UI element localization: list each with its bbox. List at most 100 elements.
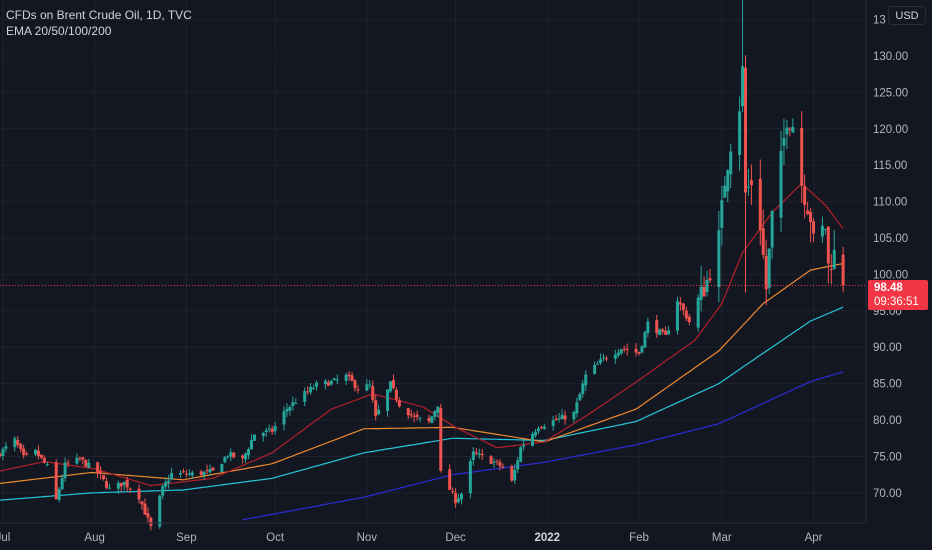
candle-body [63,462,67,479]
candle-body [312,387,316,389]
candle-body [13,438,17,448]
candle-body [578,394,582,401]
candle-body [96,462,100,473]
candle-body [430,416,434,423]
candle-body [427,417,431,422]
x-tick-label: Apr [805,532,823,544]
candle-body [599,359,603,364]
candle-body [696,297,700,328]
candle-body [315,382,319,387]
candle-body [406,408,410,416]
time-axis[interactable]: Jul Aug Sep Oct Nov Dec 2022 Feb Mar Apr [0,532,823,544]
candle-body [575,402,579,414]
candle-body [809,211,813,223]
candle-body [140,501,144,505]
candle-body [291,402,295,406]
chart-legend: CFDs on Brent Crude Oil, 1D, TVC EMA 20/… [6,7,192,39]
candle-body [232,452,236,458]
candle-body [211,467,215,471]
x-tick-label: Mar [712,532,732,544]
candle-body [261,433,265,437]
candle-body [539,427,543,429]
candle-body [572,412,576,420]
candle-body [779,150,783,218]
currency-button[interactable]: USD [888,6,926,25]
candle-body [374,400,378,416]
candle-body [247,449,250,456]
candle-body [460,493,463,500]
symbol-title[interactable]: CFDs on Brent Crude Oil, 1D, TVC [6,8,192,22]
candle-body [199,471,203,475]
candle-body [149,517,153,527]
candlestick-series [0,0,845,531]
candle-body [471,451,475,460]
candle-body [45,463,49,465]
x-tick-label: Nov [357,532,378,544]
candle-body [223,457,227,463]
candle-body [288,406,292,411]
candle-body [205,470,209,472]
candle-body [371,386,375,400]
candle-body [637,351,641,354]
candle-body [42,457,46,463]
candle-body [190,472,194,476]
candle-body [264,430,268,432]
candle-body [468,461,472,494]
candle-body [39,454,43,458]
candle-body [119,482,123,487]
candle-body [412,415,416,417]
candle-body [22,448,26,456]
y-tick-label: 105.00 [873,233,908,245]
x-tick-label: Oct [266,532,285,544]
y-tick-label: 85.00 [873,379,902,391]
candle-body [75,457,79,464]
candle-body [729,151,733,175]
candle-body [454,492,458,504]
candle-body [474,452,478,454]
candle-body [270,428,274,432]
candle-body [531,433,534,446]
x-tick-label: Dec [445,532,466,544]
bar-countdown: 09:36:51 [874,296,919,308]
candle-body [128,488,132,490]
y-tick-label: 130.00 [873,51,908,63]
x-tick-label: 2022 [534,532,560,544]
candle-body [347,374,351,377]
candle-body [226,456,230,458]
candle-body [785,127,789,135]
candle-body [480,453,484,456]
chart-grid [0,0,866,523]
candle-body [1,448,5,456]
candle-body [252,434,256,441]
candle-body [137,488,141,500]
candle-body [717,230,721,288]
candle-body [767,248,771,288]
candle-body [143,503,147,515]
candle-body [542,426,546,429]
candle-body [551,420,555,427]
candle-body [661,329,665,332]
candle-body [170,473,174,480]
candle-body [161,485,165,496]
candle-body [675,301,679,331]
ema200-line [242,371,844,521]
candle-body [436,406,440,413]
candle-body [812,221,816,234]
candle-body [81,457,85,460]
candle-body [604,358,608,360]
candle-body [102,475,106,480]
candle-body [60,477,64,489]
candle-body [581,383,585,394]
candle-body [116,482,120,489]
candle-body [309,387,313,393]
indicator-title[interactable]: EMA 20/50/100/200 [6,24,112,38]
candle-body [699,286,703,300]
candle-body [684,310,688,319]
candle-body [122,481,126,485]
candle-body [667,330,671,335]
candle-body [516,460,520,470]
candle-body [415,414,419,417]
last-price-value: 98.48 [874,282,903,294]
candle-body [368,384,372,386]
